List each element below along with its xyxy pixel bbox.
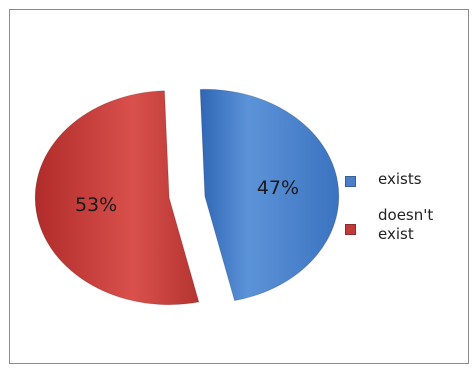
legend-swatch-exists [345,176,356,187]
legend-swatch-doesnt-exist [345,224,356,235]
pie-slice-exists [199,88,340,302]
legend: exists doesn't exist [340,170,460,262]
pie-slice-doesnt-exist [34,90,200,306]
data-label-doesnt-exist: 53% [75,194,117,216]
data-label-exists: 47% [257,177,299,199]
legend-item-exists: exists [340,170,460,190]
legend-item-doesnt-exist: doesn't exist [340,206,460,246]
legend-label-doesnt-exist: doesn't exist [378,206,434,243]
legend-label-exists: exists [378,170,422,188]
